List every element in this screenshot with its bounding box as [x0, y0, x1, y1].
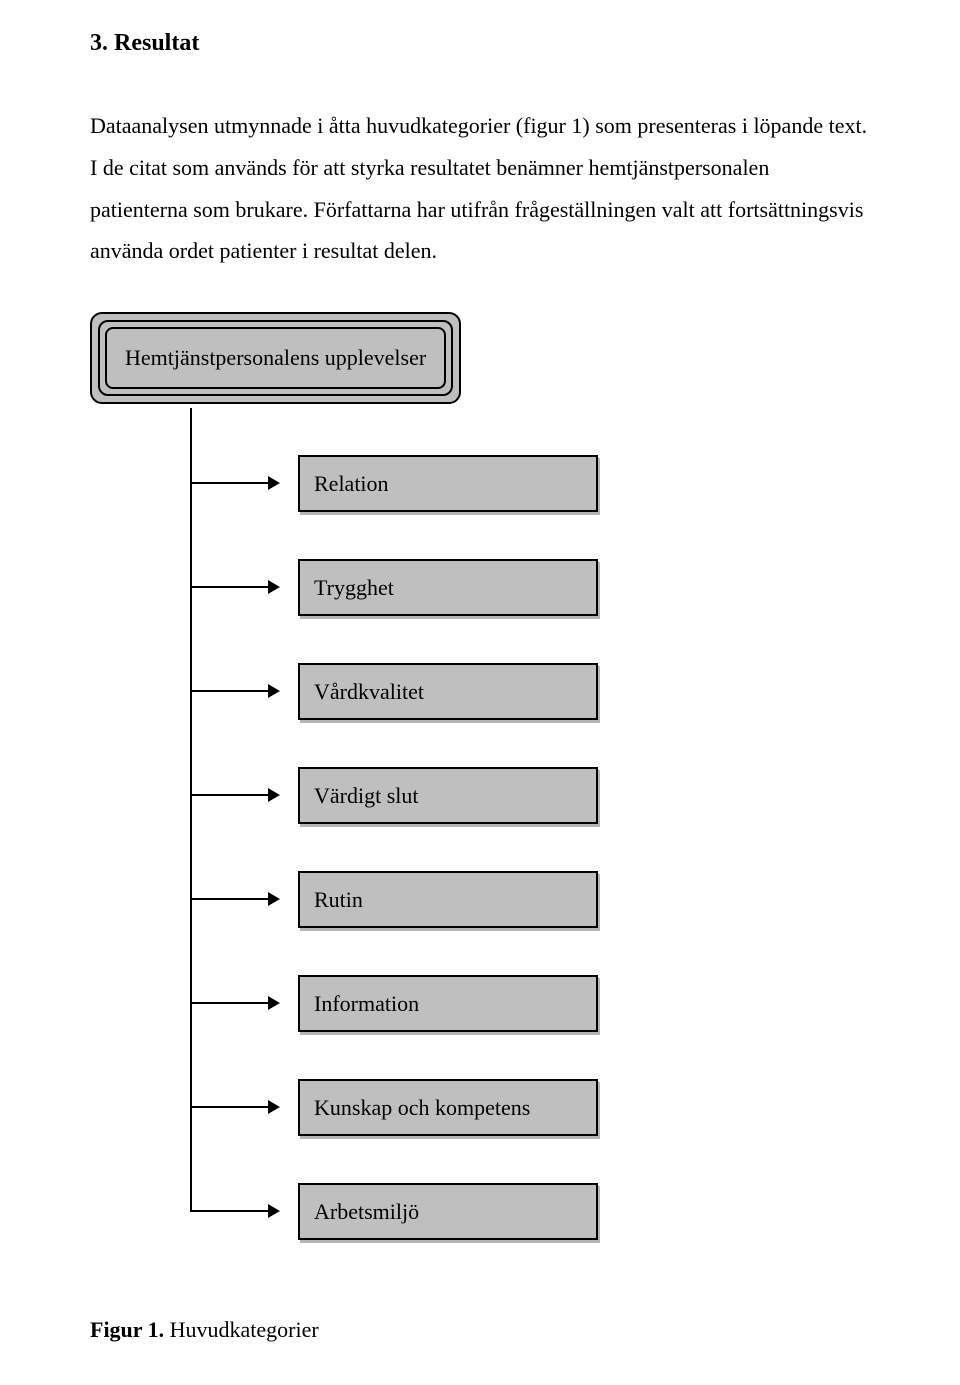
tree-connector-line: [190, 898, 278, 900]
tree-connector-line: [190, 690, 278, 692]
tree-leaf-node: Rutin: [298, 871, 598, 928]
tree-root-outline-inner: Hemtjänstpersonalens upplevelser: [98, 320, 453, 396]
tree-branch-row: Värdigt slut: [190, 760, 598, 830]
tree-connector-line: [190, 586, 278, 588]
tree-connector-line: [190, 1210, 278, 1212]
tree-leaf-node: Information: [298, 975, 598, 1032]
tree-branch-row: Information: [190, 968, 598, 1038]
tree-connector-line: [190, 794, 278, 796]
tree-connector-line: [190, 482, 278, 484]
tree-root-outline: Hemtjänstpersonalens upplevelser: [90, 312, 461, 404]
tree-branch-row: Kunskap och kompetens: [190, 1072, 598, 1142]
tree-leaf-node: Vårdkvalitet: [298, 663, 598, 720]
tree-leaf-node: Värdigt slut: [298, 767, 598, 824]
tree-branch-row: Rutin: [190, 864, 598, 934]
tree-leaf-node: Arbetsmiljö: [298, 1183, 598, 1240]
tree-branch-row: Relation: [190, 448, 598, 518]
section-heading: 3. Resultat: [90, 30, 870, 57]
tree-branch-row: Trygghet: [190, 552, 598, 622]
page: 3. Resultat Dataanalysen utmynnade i ått…: [0, 0, 960, 1383]
tree-leaf-node: Relation: [298, 455, 598, 512]
intro-paragraph: Dataanalysen utmynnade i åtta huvudkateg…: [90, 105, 870, 272]
tree-connector-line: [190, 1106, 278, 1108]
figure-caption-label: Figur 1.: [90, 1317, 164, 1342]
tree-connector-line: [190, 1002, 278, 1004]
tree-root-node: Hemtjänstpersonalens upplevelser: [105, 327, 446, 389]
tree-leaf-node: Trygghet: [298, 559, 598, 616]
tree-branch-row: Vårdkvalitet: [190, 656, 598, 726]
tree-leaf-node: Kunskap och kompetens: [298, 1079, 598, 1136]
tree-branch-row: Arbetsmiljö: [190, 1176, 598, 1246]
tree-diagram: Relation Trygghet Vårdkvalitet Värdigt slut…: [90, 408, 870, 1281]
figure-caption-text: Huvudkategorier: [164, 1317, 319, 1342]
figure-caption: Figur 1. Huvudkategorier: [90, 1317, 870, 1343]
